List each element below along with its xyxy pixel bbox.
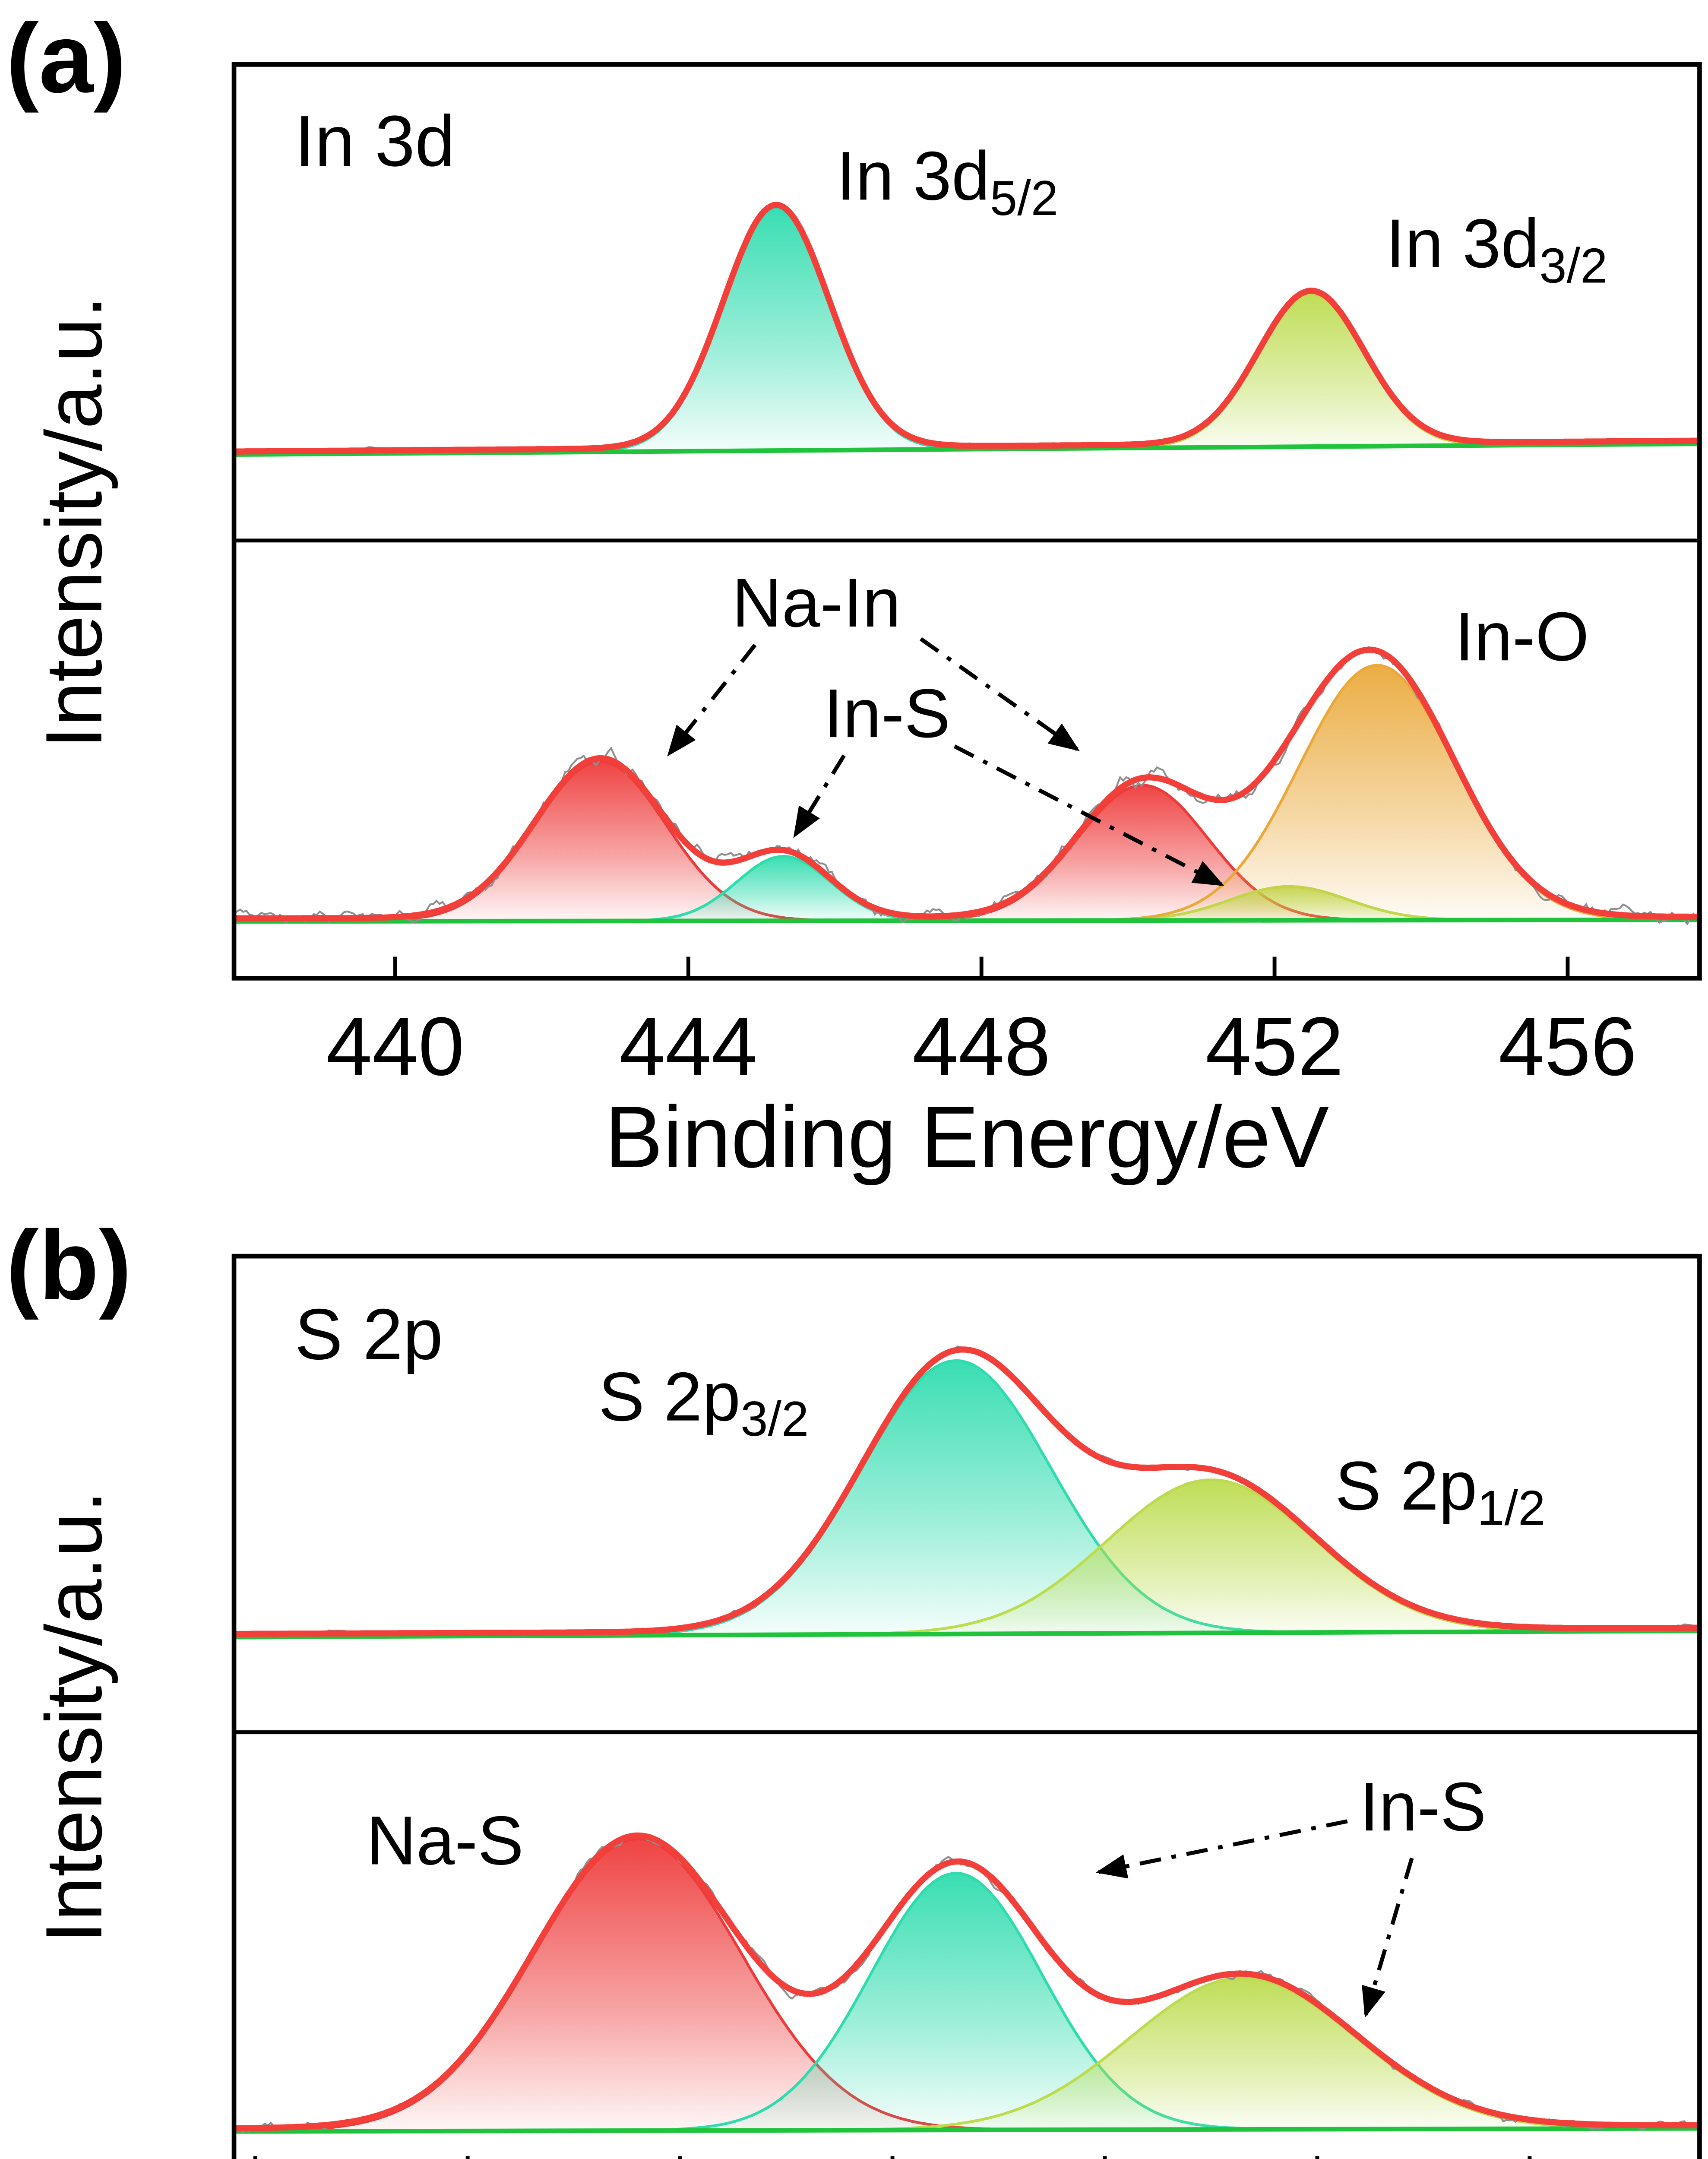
- na-in-arrow-left: [667, 643, 757, 757]
- panel-b-measured-curves: [234, 1345, 1700, 1640]
- in-s-b-arrow-down: [1362, 1857, 1414, 2018]
- peak-label-s2p32-main: S 2p: [598, 1358, 740, 1435]
- fit-envelope-curve: [234, 646, 1700, 921]
- panel-b: (b) Intensity/a.u. 158159160161162163164…: [6, 1211, 1702, 2159]
- panel-b-x-ticks: 158159160161162163164: [253, 2156, 1532, 2159]
- annotation-na-s-label: Na-S: [367, 1801, 524, 1879]
- peak-label-in3d52-sub: 5/2: [990, 171, 1058, 226]
- peak-label-s2p32-sub: 3/2: [740, 1392, 809, 1447]
- panel-a: (a) Intensity/a.u. 440 444 448 452 456 Bindi…: [6, 3, 1702, 1186]
- component-peak-fill: [234, 1480, 1700, 1637]
- panel-a-deconvoluted-curves: [234, 646, 1700, 926]
- x-tick-label: 452: [1205, 1000, 1344, 1092]
- annotation-in-s-a-label: In-S: [824, 674, 950, 752]
- na-in-arrow-right: [919, 637, 1080, 751]
- annotation-in-s-a: In-S: [793, 674, 1224, 886]
- panel-a-plot-box: [231, 62, 1702, 981]
- panel-a-tag: (a): [6, 3, 126, 113]
- panel-a-x-ticks: 440 444 448 452 456: [326, 956, 1637, 1092]
- panel-b-ylabel: Intensity/a.u.: [30, 1491, 119, 1943]
- panel-b-plot-box: [231, 1254, 1702, 2159]
- annotation-na-in: Na-In: [667, 564, 1080, 757]
- peak-label-in3d32-sub: 3/2: [1539, 238, 1607, 293]
- component-peak-fill: [234, 1839, 1700, 2132]
- baseline-curve: [234, 441, 1700, 457]
- baseline-curve: [234, 2126, 1700, 2134]
- peak-label-in3d32: In 3d3/2: [1386, 205, 1608, 294]
- panel-b-deconvoluted-curves: [234, 1832, 1700, 2134]
- x-tick-label: 448: [912, 1000, 1050, 1092]
- in-s-arrow-right: [953, 744, 1224, 886]
- annotation-in-o-label: In-O: [1455, 598, 1589, 675]
- fit-envelope-curve: [234, 202, 1700, 455]
- component-peak-fill: [234, 1873, 1700, 2132]
- annotation-in-s-b: In-S: [1095, 1768, 1486, 2018]
- panel-b-tag: (b): [6, 1211, 131, 1320]
- peak-label-in3d32-main: In 3d: [1386, 205, 1540, 282]
- component-peak-fill: [234, 294, 1700, 455]
- x-tick-label: 440: [326, 1000, 464, 1092]
- annotation-na-in-label: Na-In: [732, 564, 901, 641]
- component-peak-line: [234, 292, 1700, 456]
- x-tick-label: 456: [1499, 1000, 1637, 1092]
- panel-a-region-label: In 3d: [294, 101, 455, 181]
- peak-label-s2p32: S 2p3/2: [598, 1358, 809, 1447]
- peak-label-in3d52-main: In 3d: [836, 137, 990, 214]
- component-peak-fill: [234, 761, 1700, 921]
- fit-envelope-curve: [234, 1832, 1700, 2131]
- component-peak-fill: [234, 1360, 1700, 1637]
- baseline-curve: [234, 1628, 1700, 1640]
- component-peak-fill: [234, 665, 1700, 921]
- component-peak-fill: [234, 1977, 1700, 2132]
- panel-a-ylabel: Intensity/a.u.: [30, 296, 119, 748]
- panel-a-xlabel: Binding Energy/eV: [604, 1088, 1329, 1186]
- fit-envelope-curve: [234, 1346, 1700, 1637]
- panel-a-measured-curves: [234, 202, 1700, 457]
- x-tick-label: 444: [619, 1000, 757, 1092]
- peak-label-s2p12: S 2p1/2: [1335, 1447, 1545, 1536]
- annotation-in-s-b-label: In-S: [1360, 1768, 1486, 1845]
- peak-label-s2p12-sub: 1/2: [1477, 1481, 1545, 1535]
- peak-label-in3d52: In 3d5/2: [836, 137, 1058, 226]
- panel-b-region-label: S 2p: [294, 1294, 443, 1374]
- in-s-arrow-left: [793, 754, 846, 838]
- peak-label-s2p12-main: S 2p: [1335, 1447, 1477, 1524]
- in-s-b-arrow-left: [1095, 1819, 1348, 1879]
